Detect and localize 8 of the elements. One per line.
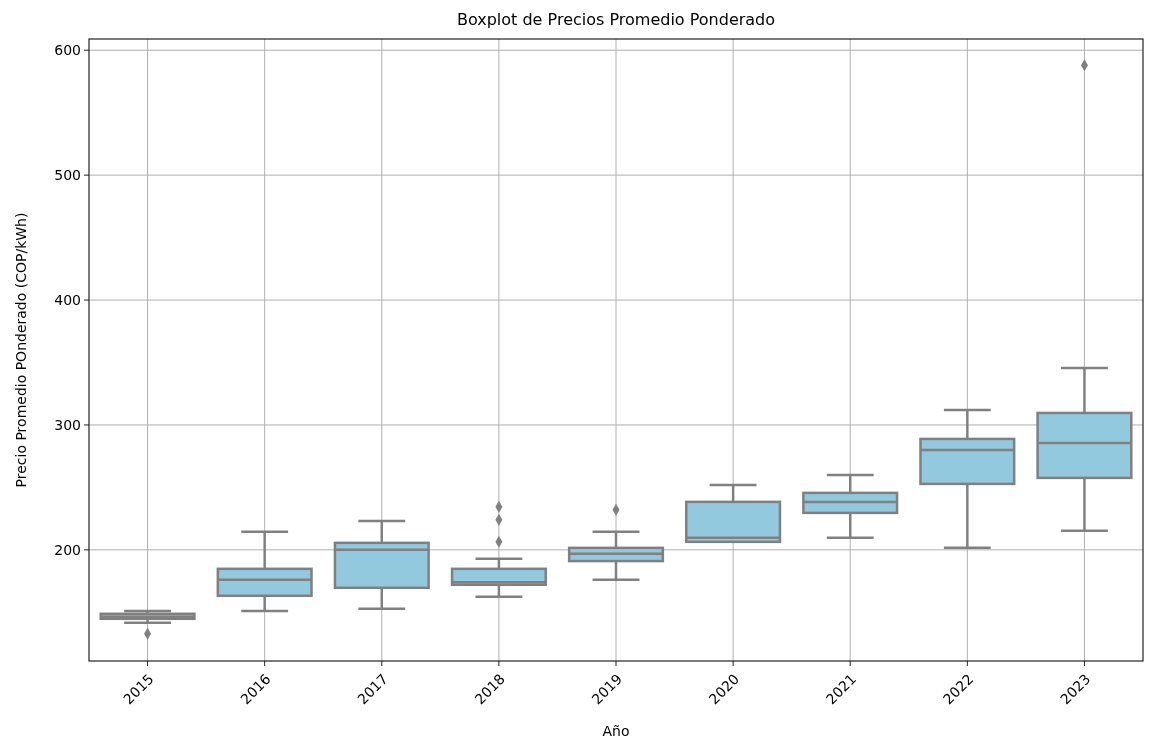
y-tick-label: 300 bbox=[54, 416, 81, 433]
y-tick-label: 600 bbox=[54, 42, 81, 59]
chart-title: Boxplot de Precios Promedio Ponderado bbox=[456, 10, 776, 29]
x-axis-title: Año bbox=[602, 723, 630, 739]
y-axis-title: Precio Promedio POnderado (COP/kWh) bbox=[13, 212, 29, 488]
y-tick-label: 500 bbox=[54, 167, 81, 184]
y-tick-label: 400 bbox=[54, 291, 81, 308]
y-tick-label: 200 bbox=[54, 541, 81, 558]
